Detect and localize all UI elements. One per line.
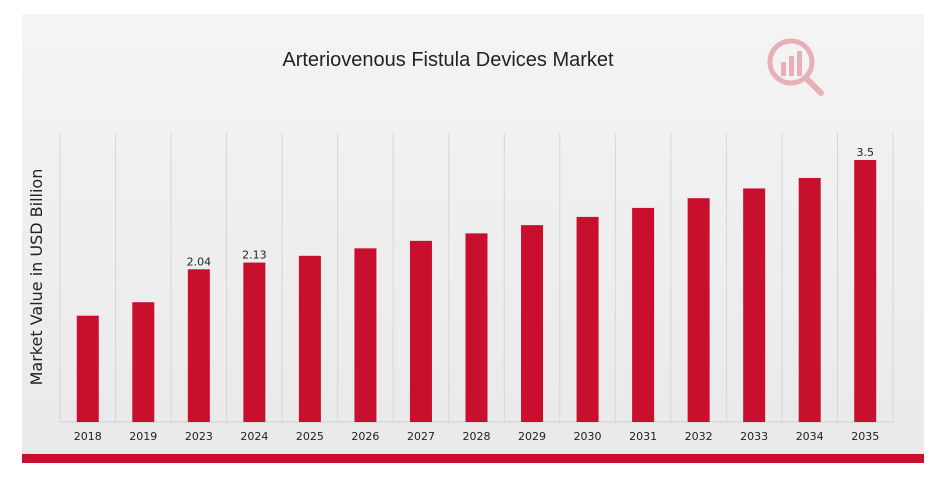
x-tick-2032: 2032 xyxy=(685,430,713,443)
bar-2023 xyxy=(187,269,210,422)
y-axis-label: Market Value in USD Billion xyxy=(27,169,46,386)
data-label-2024: 2.13 xyxy=(242,249,267,262)
x-tick-2026: 2026 xyxy=(351,430,379,443)
x-tick-2033: 2033 xyxy=(740,430,768,443)
chart-magnifier-logo-icon xyxy=(765,36,827,98)
x-tick-2027: 2027 xyxy=(407,430,435,443)
bar-2035 xyxy=(854,160,877,422)
x-tick-2023: 2023 xyxy=(185,430,213,443)
bar-2024 xyxy=(243,262,266,422)
bar-2034 xyxy=(798,177,821,422)
bar-2031 xyxy=(632,207,655,422)
x-tick-2031: 2031 xyxy=(629,430,657,443)
data-label-2035: 3.5 xyxy=(856,146,874,159)
x-tick-2019: 2019 xyxy=(129,430,157,443)
bars xyxy=(76,160,877,422)
x-tick-2034: 2034 xyxy=(796,430,824,443)
bar-2033 xyxy=(743,188,766,422)
x-tick-labels: 2018 2019 2023 2024 2025 2026 2027 2028 2029 2030… xyxy=(74,430,879,443)
footer-accent-bar xyxy=(22,454,924,463)
x-tick-2025: 2025 xyxy=(296,430,324,443)
bar-2030 xyxy=(576,216,599,422)
data-label-2023: 2.04 xyxy=(187,255,212,268)
bar-2028 xyxy=(465,233,488,422)
x-tick-2035: 2035 xyxy=(851,430,879,443)
bar-2019 xyxy=(132,302,155,422)
chart-title: Arteriovenous Fistula Devices Market xyxy=(282,49,614,71)
x-tick-2024: 2024 xyxy=(240,430,268,443)
x-tick-2018: 2018 xyxy=(74,430,102,443)
bar-2029 xyxy=(521,225,544,422)
x-tick-2028: 2028 xyxy=(463,430,491,443)
bar-2026 xyxy=(354,248,377,422)
bar-2018 xyxy=(76,315,99,422)
x-tick-2030: 2030 xyxy=(574,430,602,443)
data-labels: 2.04 2.13 3.5 xyxy=(187,146,874,268)
bar-2025 xyxy=(298,255,321,422)
bar-2027 xyxy=(409,240,432,422)
x-tick-2029: 2029 xyxy=(518,430,546,443)
bar-2032 xyxy=(687,198,710,422)
